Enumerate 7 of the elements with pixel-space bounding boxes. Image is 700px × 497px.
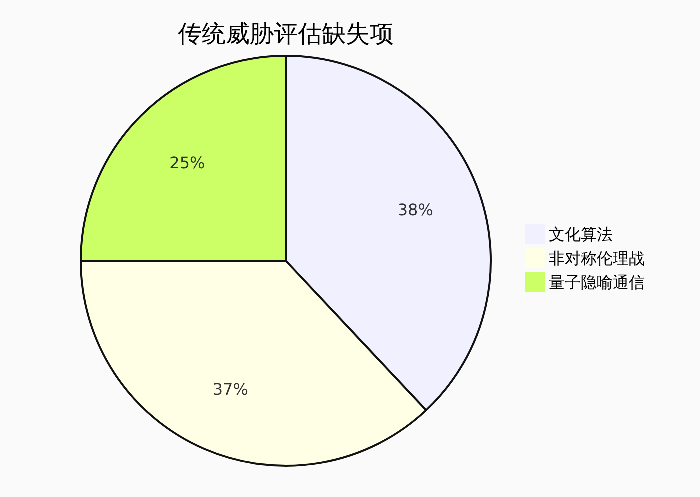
slice-label: 文化算法	[549, 225, 613, 244]
legend-label: 量子隐喻通信	[549, 273, 645, 292]
data-label: 38%	[398, 200, 434, 220]
legend-label: 非对称伦理战	[549, 249, 645, 268]
data-label: 37%	[212, 380, 248, 399]
data-label: 25%	[170, 153, 206, 172]
chart-title: 传统威胁评估缺失项	[178, 20, 394, 48]
